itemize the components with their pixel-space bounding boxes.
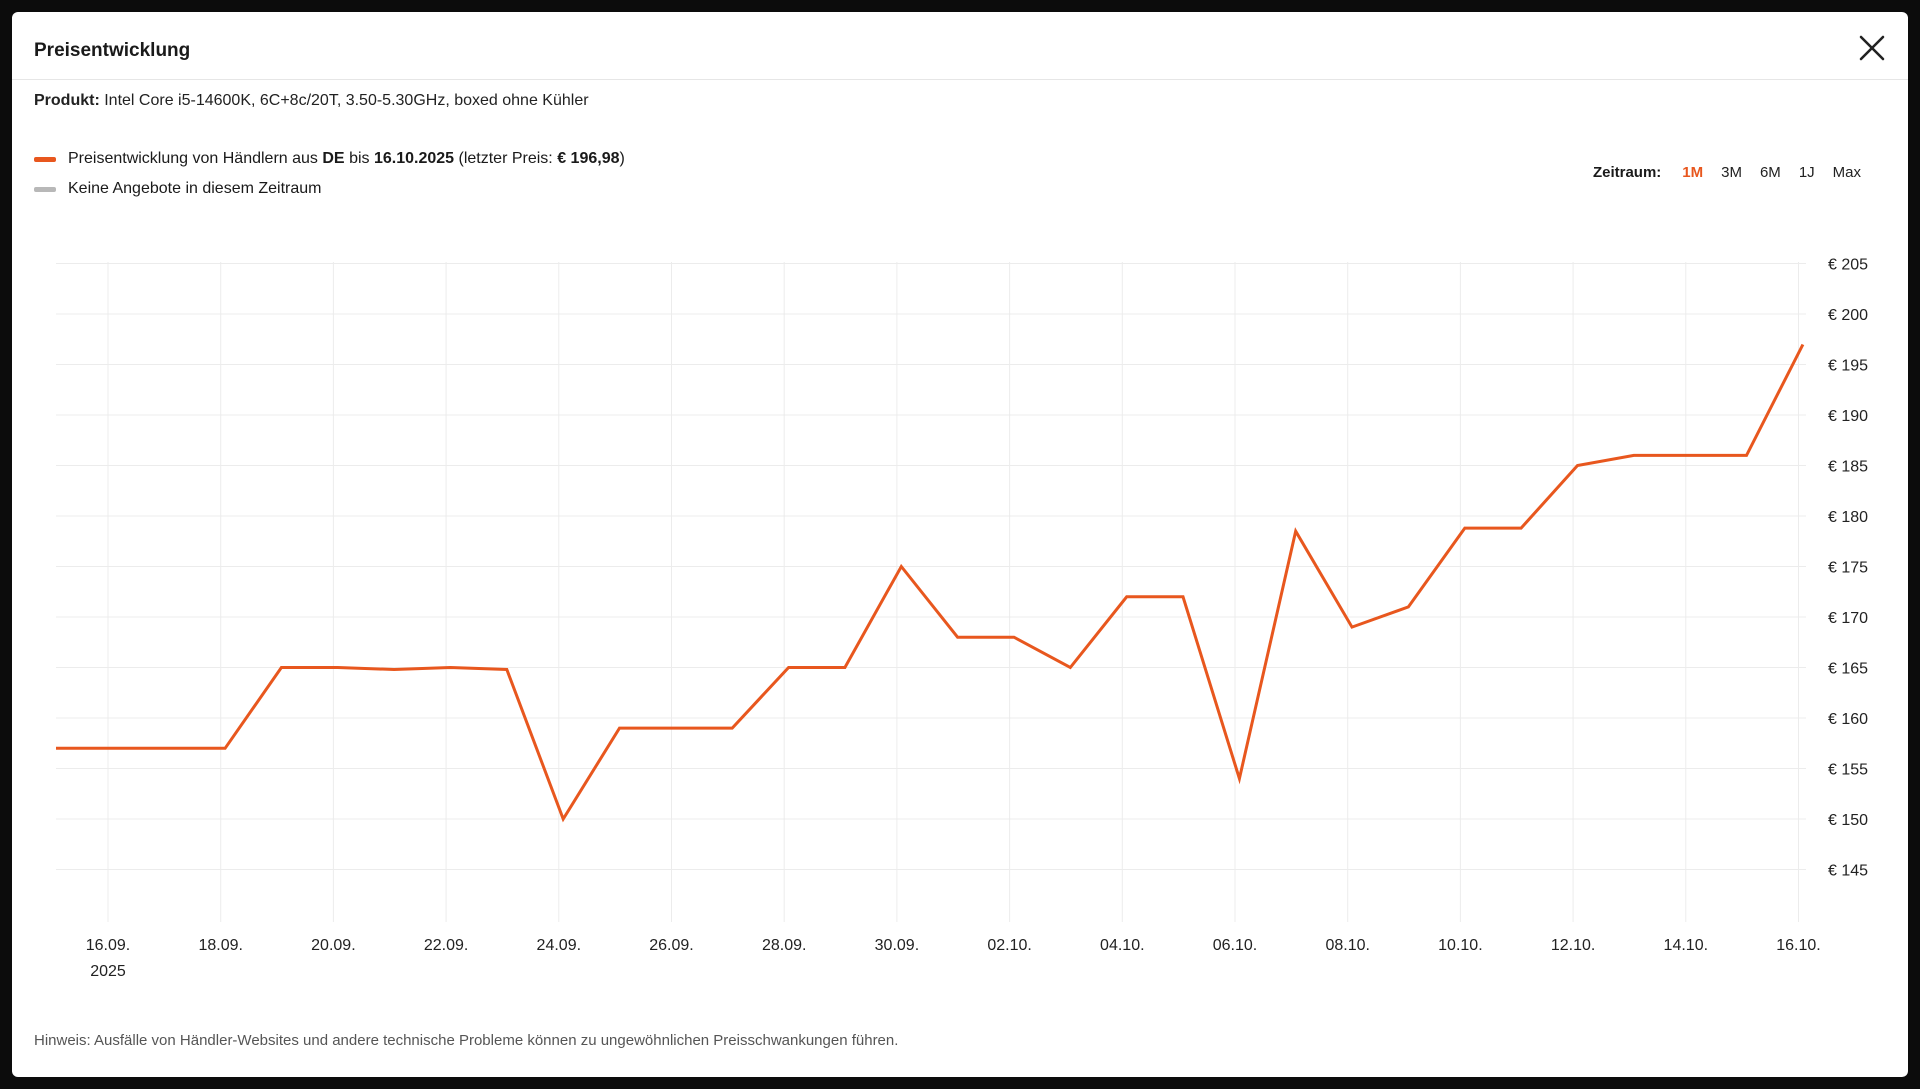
price-history-dialog: Preisentwicklung Produkt: Intel Core i5-…	[12, 12, 1908, 1077]
x-tick-label: 30.09.	[875, 937, 919, 954]
range-button-1j[interactable]: 1J	[1790, 164, 1824, 181]
y-tick-label: € 145	[1828, 863, 1868, 880]
x-tick-label: 08.10.	[1325, 937, 1369, 954]
x-tick-label: 28.09.	[762, 937, 806, 954]
legend-no-offers-text: Keine Angebote in diesem Zeitraum	[68, 180, 322, 197]
product-info: Produkt: Intel Core i5-14600K, 6C+8c/20T…	[34, 92, 589, 110]
time-range-label: Zeitraum:	[1592, 164, 1662, 181]
legend-last-price-prefix: (letzter Preis:	[458, 150, 553, 167]
chart-legend: Preisentwicklung von Händlern aus DE bis…	[34, 147, 625, 207]
x-tick-label: 02.10.	[987, 937, 1031, 954]
x-tick-label: 12.10.	[1551, 937, 1595, 954]
range-button-max[interactable]: Max	[1824, 164, 1870, 181]
product-label: Produkt:	[34, 92, 100, 109]
price-chart: € 205 € 200 € 195 € 190 € 185 € 180 € 175 € 170…	[56, 257, 1868, 980]
legend-last-price-suffix: )	[619, 150, 625, 167]
y-tick-label: € 190	[1828, 408, 1868, 425]
x-tick-label: 10.10.	[1438, 937, 1482, 954]
y-tick-label: € 185	[1828, 459, 1868, 476]
range-button-3m[interactable]: 3M	[1712, 164, 1751, 181]
y-tick-label: € 150	[1828, 812, 1868, 829]
price-series-line	[56, 343, 1805, 823]
x-tick-label: 16.09.	[86, 937, 130, 954]
legend-country: DE	[322, 150, 345, 167]
product-name: Intel Core i5-14600K, 6C+8c/20T, 3.50-5.…	[104, 92, 589, 109]
x-tick-label: 16.10.	[1776, 937, 1820, 954]
x-tick-label: 18.09.	[198, 937, 242, 954]
legend-swatch-no-offers	[34, 186, 56, 192]
close-icon	[1859, 35, 1885, 61]
y-tick-label: € 205	[1828, 257, 1868, 274]
legend-series-text: Preisentwicklung von Händlern aus DE bis…	[68, 150, 625, 168]
y-tick-label: € 200	[1828, 307, 1868, 324]
close-button[interactable]	[1854, 30, 1890, 66]
x-year-label: 2025	[90, 963, 126, 980]
y-tick-label: € 175	[1828, 560, 1868, 577]
x-tick-label: 06.10.	[1213, 937, 1257, 954]
x-tick-label: 26.09.	[649, 937, 693, 954]
legend-swatch-series	[34, 156, 56, 162]
dialog-header: Preisentwicklung	[12, 12, 1908, 80]
y-tick-label: € 155	[1828, 762, 1868, 779]
legend-date: 16.10.2025	[373, 150, 455, 167]
time-range-selector: Zeitraum: 1M 3M 6M 1J Max	[1593, 164, 1870, 181]
disclaimer-note: Hinweis: Ausfälle von Händler-Websites u…	[34, 1032, 899, 1049]
x-tick-label: 04.10.	[1100, 937, 1144, 954]
x-tick-label: 20.09.	[311, 937, 355, 954]
y-tick-label: € 160	[1828, 711, 1868, 728]
x-tick-label: 14.10.	[1664, 937, 1708, 954]
legend-item-series: Preisentwicklung von Händlern aus DE bis…	[34, 147, 625, 171]
x-tick-label: 24.09.	[537, 937, 581, 954]
y-tick-label: € 170	[1828, 610, 1868, 627]
y-tick-label: € 180	[1828, 509, 1868, 526]
legend-series-prefix: Preisentwicklung von Händlern aus	[68, 150, 318, 167]
legend-last-price: € 196,98	[557, 150, 620, 167]
y-tick-label: € 165	[1828, 661, 1868, 678]
range-button-1m[interactable]: 1M	[1673, 164, 1712, 181]
legend-item-no-offers: Keine Angebote in diesem Zeitraum	[34, 177, 625, 201]
legend-until: bis	[349, 150, 370, 167]
range-button-6m[interactable]: 6M	[1751, 164, 1790, 181]
dialog-title: Preisentwicklung	[34, 40, 191, 61]
y-tick-label: € 195	[1828, 358, 1868, 375]
x-tick-label: 22.09.	[424, 937, 468, 954]
